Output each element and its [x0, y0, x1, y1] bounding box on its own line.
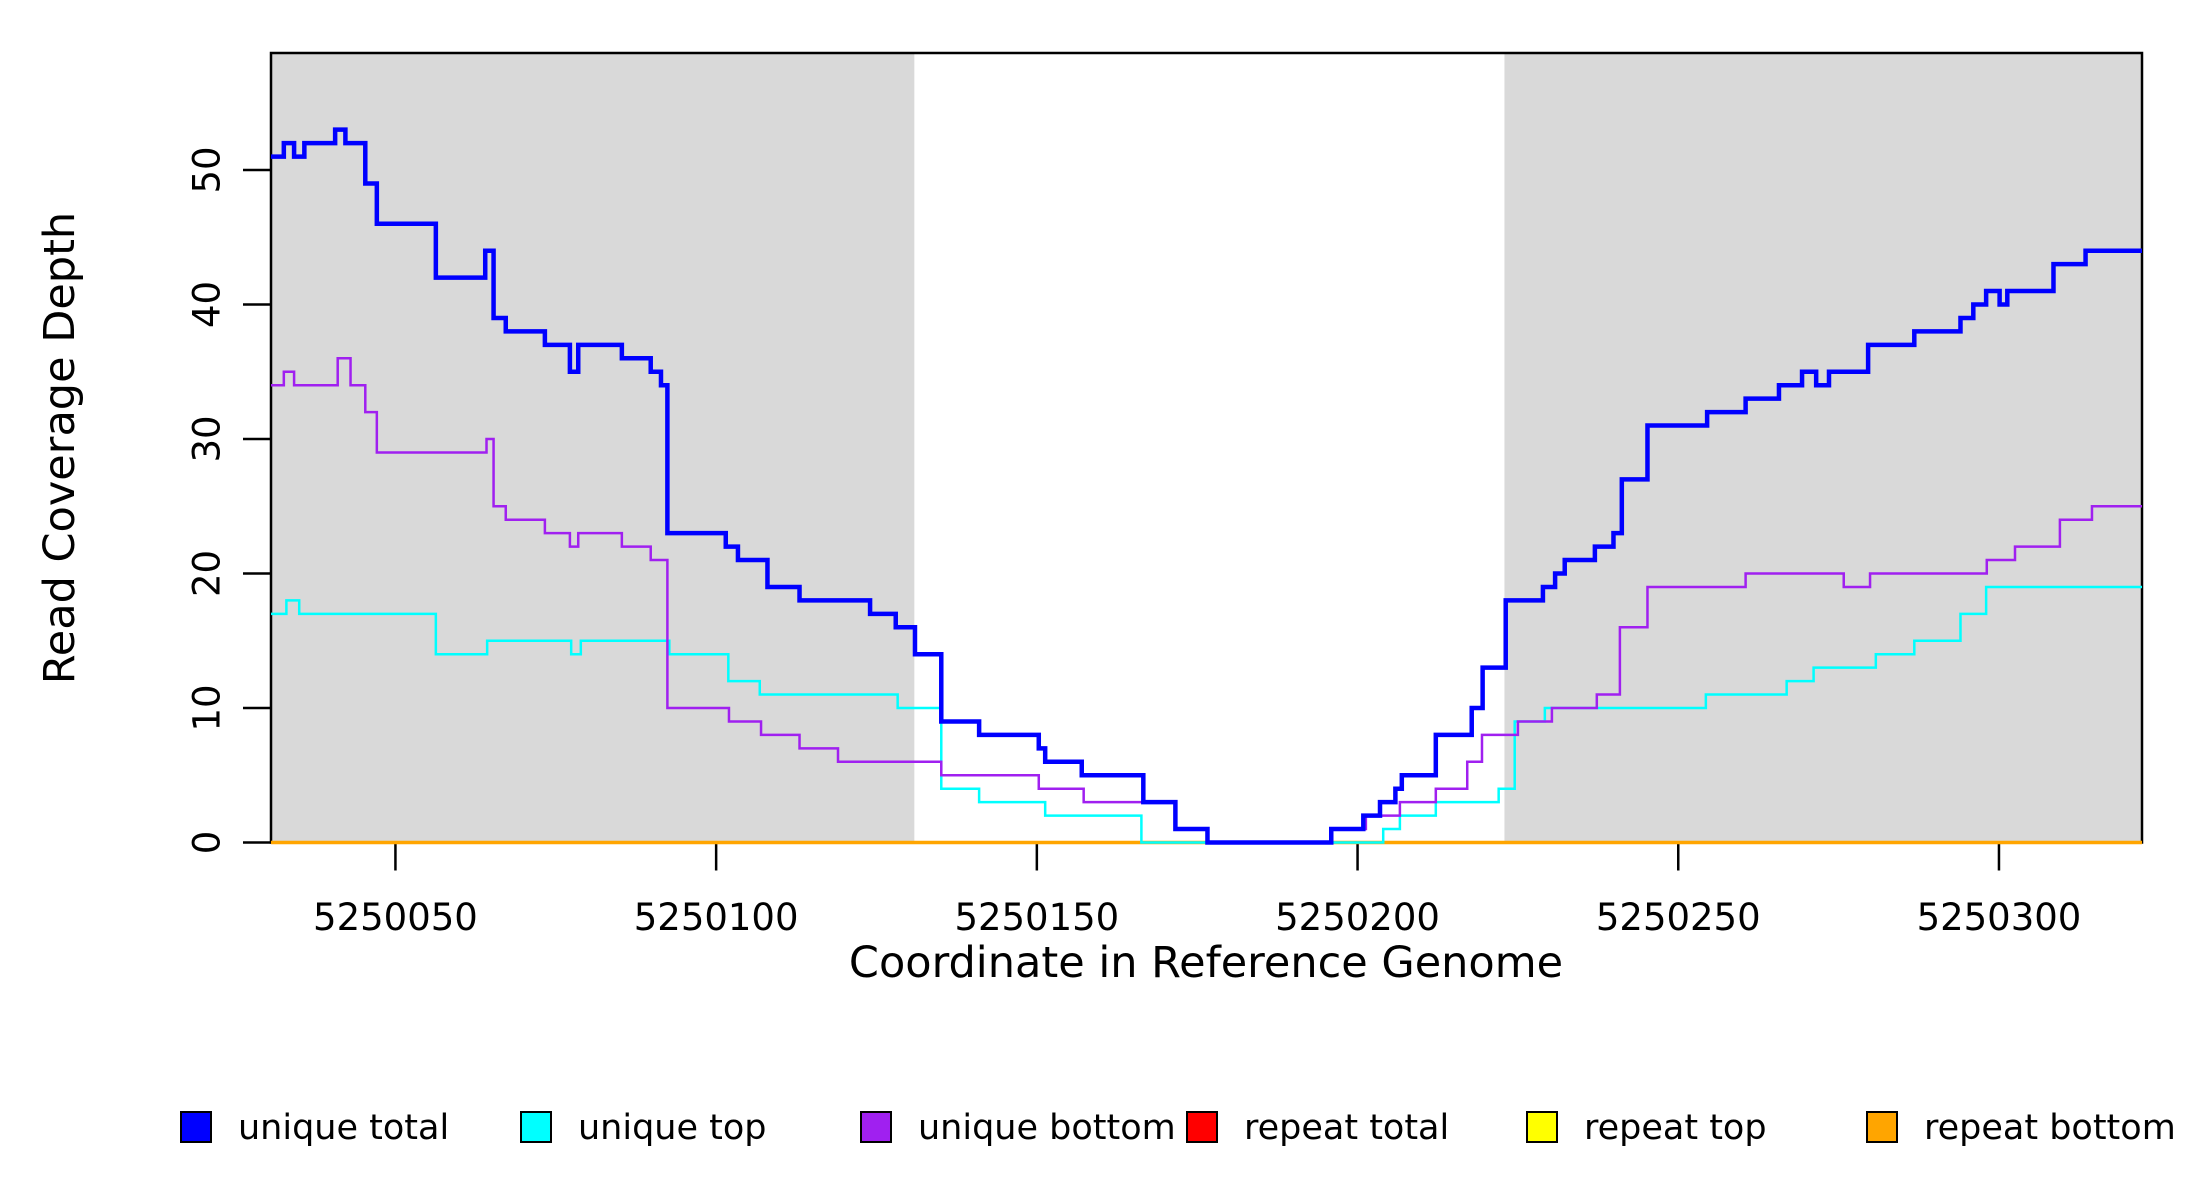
y-axis-title: Read Coverage Depth: [35, 212, 85, 684]
y-axis-ticks: 0 10 20 30 40 50: [186, 146, 271, 855]
legend-label: unique top: [578, 1108, 767, 1148]
legend-item-unique-total: unique total: [180, 1108, 449, 1148]
series-unique-top: [271, 585, 2142, 844]
y-tick-label: 10: [186, 684, 229, 731]
legend-item-repeat-top: repeat top: [1526, 1108, 1767, 1148]
data-series: [271, 127, 2142, 845]
x-axis-ticks: 5250050 5250100 5250150 5250200 5250250 52503…: [313, 842, 2082, 939]
series-unique-total: [271, 127, 2142, 845]
series-unique-bottom: [271, 357, 2142, 844]
legend-label: repeat top: [1584, 1108, 1767, 1148]
y-tick-label: 40: [186, 281, 229, 328]
x-tick-label: 5250300: [1917, 896, 2082, 939]
x-tick-label: 5250100: [634, 896, 799, 939]
y-tick-label: 0: [186, 831, 229, 855]
legend-item-repeat-bottom: repeat bottom: [1866, 1108, 2176, 1148]
legend-swatch: [860, 1111, 892, 1143]
legend-swatch: [520, 1111, 552, 1143]
x-axis-title: Coordinate in Reference Genome: [849, 938, 1563, 988]
shaded-regions: [271, 53, 2142, 843]
legend-item-repeat-total: repeat total: [1186, 1108, 1449, 1148]
legend-item-unique-top: unique top: [520, 1108, 767, 1148]
legend-label: unique bottom: [918, 1108, 1176, 1148]
legend-swatch: [1186, 1111, 1218, 1143]
legend-item-unique-bottom: unique bottom: [860, 1108, 1176, 1148]
x-tick-label: 5250200: [1275, 896, 1440, 939]
legend-label: repeat total: [1244, 1108, 1449, 1148]
legend-label: repeat bottom: [1924, 1108, 2176, 1148]
y-tick-label: 30: [186, 415, 229, 462]
x-tick-label: 5250050: [313, 896, 478, 939]
y-tick-label: 20: [186, 550, 229, 597]
legend-label: unique total: [238, 1108, 449, 1148]
shaded-region: [1504, 53, 2142, 843]
x-tick-label: 5250150: [954, 896, 1119, 939]
legend-swatch: [1526, 1111, 1558, 1143]
legend: unique total unique top unique bottom repea…: [180, 1108, 2176, 1148]
legend-swatch: [180, 1111, 212, 1143]
x-tick-label: 5250250: [1596, 896, 1761, 939]
y-tick-label: 50: [186, 146, 229, 193]
legend-swatch: [1866, 1111, 1898, 1143]
